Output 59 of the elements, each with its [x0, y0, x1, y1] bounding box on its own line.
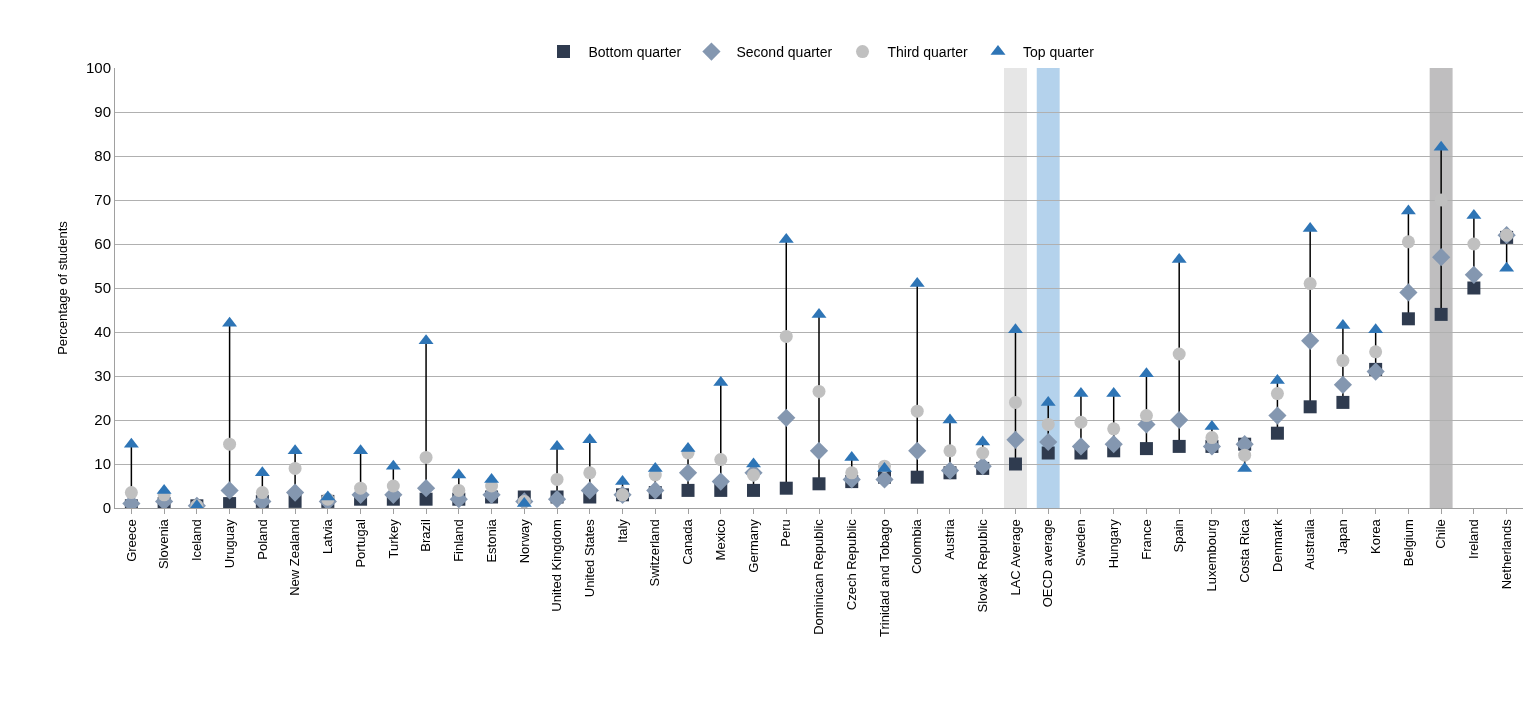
y-tick-label: 10: [94, 455, 111, 473]
x-tick-label: Trinidad and Tobago: [876, 519, 892, 638]
x-tick-label: Austria: [942, 518, 958, 560]
x-tick-label: Slovenia: [156, 518, 172, 570]
y-tick-label: 0: [102, 499, 111, 517]
y-tick-label: 30: [94, 367, 111, 385]
x-tick-label: United Kingdom: [549, 519, 565, 612]
x-tick-label: Chile: [1433, 519, 1449, 549]
x-tick-label: Hungary: [1105, 518, 1121, 569]
y-tick-label: 90: [94, 103, 111, 121]
x-tick-label: Belgium: [1400, 519, 1416, 567]
x-tick-label: Spain: [1171, 519, 1187, 553]
x-tick-label: Latvia: [320, 518, 336, 554]
y-tick-label: 70: [94, 191, 111, 209]
x-tick-label: Poland: [254, 519, 270, 560]
x-tick-label: Portugal: [352, 519, 368, 568]
y-tick-label: 100: [85, 59, 111, 77]
x-tick-label: France: [1138, 519, 1154, 560]
x-tick-label: Peru: [778, 519, 794, 547]
x-tick-label: New Zealand: [287, 519, 303, 596]
x-tick-label: Australia: [1302, 518, 1318, 570]
legend-label: Third quarter: [887, 44, 968, 61]
x-tick-label: Brazil: [418, 519, 434, 552]
x-tick-label: Ireland: [1466, 519, 1482, 559]
x-tick-label: Colombia: [909, 518, 925, 575]
y-tick-label: 60: [94, 235, 111, 253]
x-tick-label: Japan: [1335, 519, 1351, 555]
x-tick-label: Mexico: [712, 519, 728, 561]
x-tick-label: Uruguay: [221, 518, 237, 569]
x-tick-label: Korea: [1367, 518, 1383, 554]
x-tick-label: Greece: [123, 519, 139, 562]
legend-label: Top quarter: [1022, 44, 1095, 61]
x-tick-label: Luxembourg: [1204, 519, 1220, 592]
y-axis-title: Percentage of students: [54, 220, 70, 355]
x-tick-label: Finland: [451, 519, 467, 562]
x-tick-label: Denmark: [1269, 518, 1285, 572]
legend-label: Second quarter: [736, 44, 833, 61]
x-tick-label: OECD average: [1040, 519, 1056, 608]
x-tick-label: Netherlands: [1498, 518, 1514, 590]
y-tick-label: 80: [94, 147, 111, 165]
x-tick-label: Germany: [745, 518, 761, 573]
x-tick-label: Dominican Republic: [811, 518, 827, 635]
x-tick-label: Canada: [680, 518, 696, 565]
y-tick-label: 40: [94, 323, 111, 341]
x-tick-label: Norway: [516, 518, 532, 564]
x-tick-label: Sweden: [1073, 519, 1089, 567]
legend-label: Bottom quarter: [588, 44, 682, 61]
x-tick-label: Slovak Republic: [974, 518, 990, 613]
y-tick-label: 50: [94, 279, 111, 297]
x-tick-label: Estonia: [483, 518, 499, 563]
x-tick-label: United States: [582, 518, 598, 598]
x-tick-label: Czech Republic: [843, 518, 859, 611]
x-tick-label: LAC Average: [1007, 519, 1023, 596]
y-tick-label: 20: [94, 411, 111, 429]
x-tick-label: Costa Rica: [1236, 518, 1252, 583]
x-tick-label: Italy: [614, 518, 630, 544]
x-tick-label: Turkey: [385, 518, 401, 559]
x-tick-label: Switzerland: [647, 519, 663, 587]
x-tick-label: Iceland: [189, 519, 205, 562]
